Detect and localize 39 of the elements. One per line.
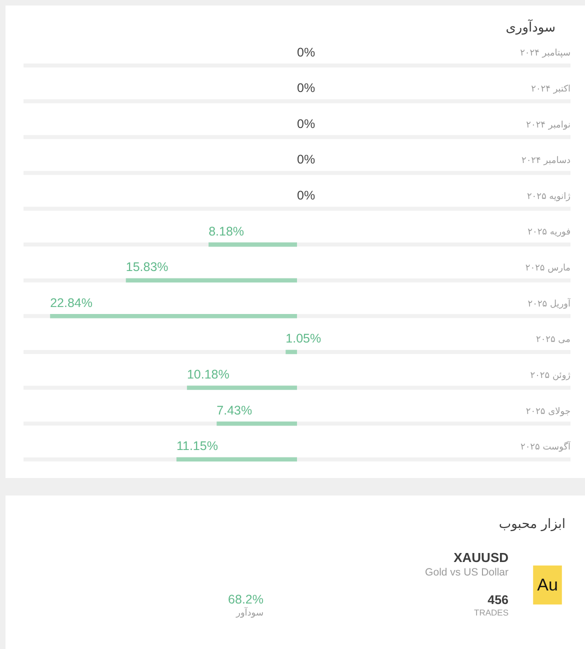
y-tick-label: سپتامبر ۲۰۲۴ [520, 48, 571, 59]
y-tick-label: نوامبر ۲۰۲۴ [526, 120, 571, 130]
text: Gold vs US Dollar [425, 566, 510, 578]
text: سودآور [235, 606, 264, 618]
bar [216, 421, 297, 426]
text: Au [537, 576, 558, 594]
data-label: 0% [297, 152, 316, 167]
data-label: 0% [297, 116, 316, 131]
bar [286, 350, 297, 354]
chart-title: سودآوری [506, 18, 556, 36]
bar [208, 242, 297, 247]
data-label: 1.05% [286, 332, 322, 346]
y-tick-label: می ۲۰۲۵ [536, 335, 571, 346]
y-tick-label: دسامبر ۲۰۲۴ [522, 156, 571, 166]
y-tick-label: اکتبر ۲۰۲۴ [531, 84, 571, 94]
bar [176, 457, 297, 462]
text: XAUUSD [454, 550, 509, 565]
y-tick-label: جولای ۲۰۲۵ [526, 406, 571, 417]
data-label: 22.84% [50, 296, 92, 310]
y-tick-label: ژانویه ۲۰۲۵ [526, 192, 571, 202]
data-label: 7.43% [216, 403, 252, 418]
data-label: 10.18% [186, 368, 230, 382]
text: TRADES [474, 608, 509, 618]
data-label: 11.15% [176, 439, 218, 454]
y-tick-label: ژوئن ۲۰۲۵ [530, 370, 571, 381]
data-label: 0% [297, 81, 316, 96]
data-label: 0% [297, 188, 316, 202]
text: 456 [488, 593, 509, 607]
data-label: 15.83% [126, 260, 168, 274]
data-label: 0% [297, 45, 316, 60]
y-tick-label: فوریه ۲۰۲۵ [528, 228, 571, 238]
text: 68.2% [228, 592, 264, 606]
y-tick-label: آگوست ۲۰۲۵ [520, 440, 572, 453]
y-tick-label: آوریل ۲۰۲۵ [528, 297, 572, 310]
bar [126, 278, 297, 283]
data-label: 8.18% [208, 224, 244, 238]
bar [186, 386, 297, 390]
y-tick-label: مارس ۲۰۲۵ [525, 264, 571, 274]
text: ابزار محبوب [498, 517, 566, 532]
